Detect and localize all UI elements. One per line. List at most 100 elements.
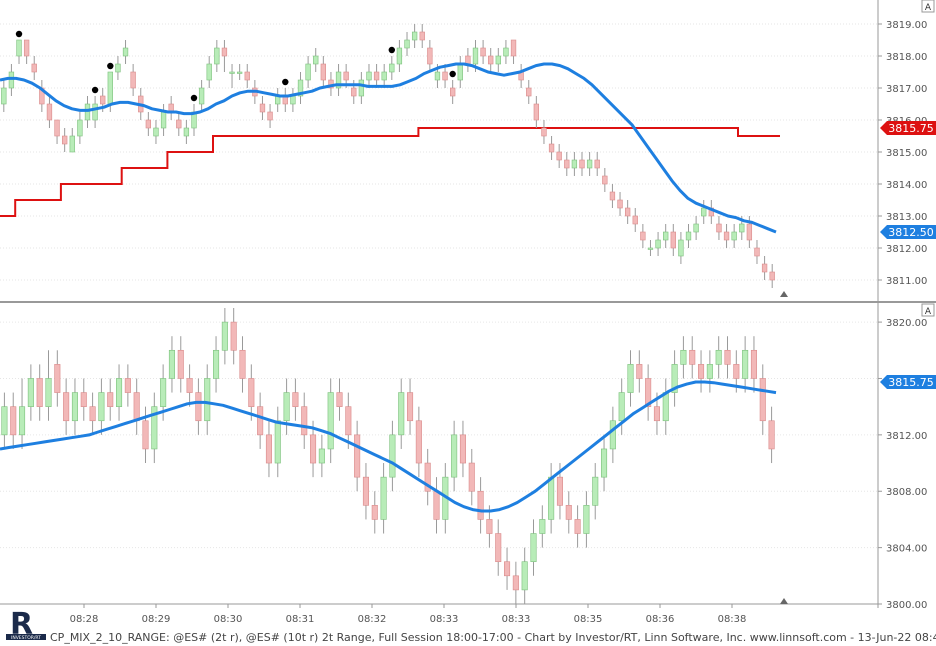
bottom-candle-body [636, 364, 643, 379]
top-candle-body [236, 71, 243, 74]
bottom-candle-body [715, 349, 722, 365]
top-candle-body [92, 103, 98, 121]
top-candle-body [305, 63, 311, 81]
top-scale-button[interactable]: A [921, 0, 935, 13]
top-candle-body [594, 159, 600, 169]
top-scroll-arrow-icon[interactable] [780, 291, 788, 297]
bottom-candle-body [724, 349, 731, 365]
top-candle-body [533, 103, 540, 121]
top-candle-body [556, 151, 562, 161]
top-candle-body [472, 47, 479, 65]
top-candle-body [62, 135, 68, 145]
time-tick-label: 08:29 [142, 614, 171, 625]
bottom-candle-body [19, 406, 26, 436]
bottom-candle-body [424, 462, 431, 492]
stop-level-line [0, 127, 780, 217]
bottom-candle-body [539, 519, 546, 534]
top-current-value-tag [880, 121, 936, 135]
bottom-candle-body [653, 406, 660, 422]
top-candle-body [183, 127, 190, 137]
top-candle-body [320, 63, 326, 81]
bottom-tick-label: 3804.00 [886, 544, 927, 555]
bottom-candle-body [486, 519, 493, 534]
time-tick-label: 08:38 [718, 614, 747, 625]
top-candle-body [373, 71, 380, 81]
top-candle-body [427, 47, 433, 65]
bottom-candle-body [750, 349, 757, 379]
bottom-tick-label: 3820.00 [886, 318, 927, 329]
bottom-scale-button[interactable]: A [921, 303, 935, 317]
bottom-candle-body [662, 392, 669, 422]
time-tick-label: 08:36 [646, 614, 675, 625]
top-tick-label: 3815.00 [886, 148, 927, 159]
bottom-scale-button-label: A [925, 307, 932, 317]
top-candle-body [130, 71, 136, 89]
time-tick-label: 08:33 [502, 614, 531, 625]
bottom-candle-body [239, 349, 246, 379]
top-candle-body [214, 47, 220, 65]
top-candle-body [510, 39, 517, 57]
bottom-candle-body [336, 392, 343, 407]
top-candle-body [77, 119, 83, 137]
top-candle-body [442, 71, 448, 81]
bottom-candle-body [274, 420, 281, 464]
top-candle-body [503, 47, 509, 57]
bottom-candle-body [89, 406, 96, 422]
bottom-candle-body [380, 476, 387, 520]
bottom-candle-body [609, 420, 616, 450]
bottom-candle-body [354, 434, 361, 478]
signal-dot [91, 86, 99, 94]
top-candle-body [297, 79, 304, 97]
chart-background [0, 0, 936, 628]
bottom-candle-body [451, 434, 458, 478]
signal-dot [107, 62, 114, 70]
top-candle-body [617, 199, 623, 209]
bottom-candle-body [407, 392, 414, 422]
top-current-value-label: 3812.50 [888, 226, 934, 239]
bottom-candle-body [742, 349, 749, 379]
bottom-candle-body [1, 406, 8, 436]
bottom-candle-body [468, 462, 475, 492]
signal-dot [388, 46, 396, 54]
top-candle-body [761, 263, 768, 273]
bottom-candle-body [213, 349, 220, 379]
bottom-candle-body [398, 392, 405, 436]
bottom-candle-body [36, 378, 43, 407]
bottom-candle-body [459, 434, 466, 464]
bottom-candle-body [583, 505, 590, 534]
bottom-candle-body [27, 378, 34, 407]
top-candle-body [343, 71, 349, 81]
bottom-candle-body [512, 575, 519, 591]
bottom-candle-body [574, 519, 581, 534]
top-candle-body [465, 55, 471, 65]
logo-name: INVESTOR/RT [11, 635, 41, 641]
top-tick-label: 3818.00 [886, 52, 927, 63]
bottom-candle-body [689, 349, 696, 365]
top-tick-label: 3817.00 [886, 84, 927, 95]
bottom-candle-body [107, 392, 114, 407]
bottom-candle-body [54, 364, 61, 393]
bottom-scroll-arrow-icon[interactable] [780, 598, 788, 604]
top-candle-body [153, 127, 159, 137]
top-candle-body [16, 39, 22, 57]
bottom-candle-body [327, 392, 334, 450]
top-candle-body [100, 95, 106, 105]
top-candle-body [176, 119, 182, 129]
bottom-candle-body [698, 364, 705, 379]
top-candles [1, 24, 775, 288]
chart-canvas: 3819.003818.003817.003816.003815.003814.… [0, 0, 936, 628]
bottom-candle-body [433, 490, 440, 520]
top-candle-body [122, 47, 129, 57]
bottom-candle-body [362, 476, 369, 506]
bottom-candle-body [186, 378, 193, 393]
top-candle-body [1, 87, 7, 105]
top-candle-body [244, 71, 250, 81]
top-candle-body [739, 223, 745, 233]
bottom-candle-body [248, 378, 255, 407]
bottom-candle-body [389, 434, 396, 478]
top-candle-body [221, 47, 228, 57]
time-tick-label: 08:35 [574, 614, 603, 625]
bottom-candle-body [618, 392, 625, 422]
top-candle-body [564, 159, 570, 169]
top-grid [0, 23, 878, 281]
